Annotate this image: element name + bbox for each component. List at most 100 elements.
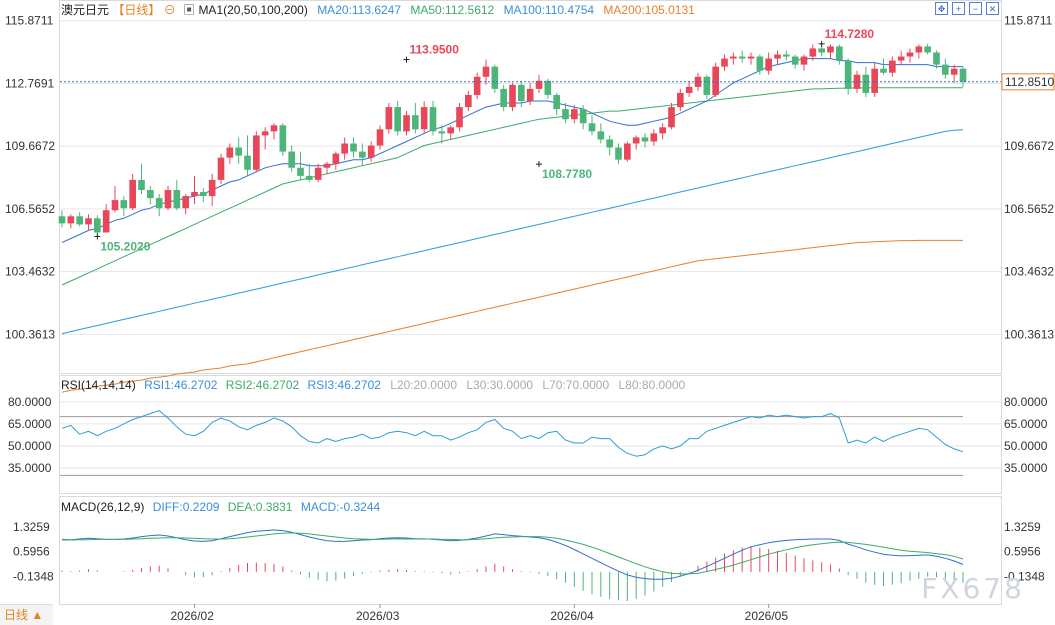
candle[interactable] <box>500 84 507 112</box>
candle[interactable] <box>571 105 578 124</box>
candle[interactable] <box>314 163 322 182</box>
candle[interactable] <box>367 141 375 162</box>
candle[interactable] <box>182 194 189 215</box>
candle[interactable] <box>306 163 313 182</box>
candle[interactable] <box>111 185 119 213</box>
candle[interactable] <box>138 163 145 195</box>
candle[interactable] <box>323 161 331 174</box>
candle[interactable] <box>297 151 304 180</box>
candle[interactable] <box>668 103 675 130</box>
settings-icon[interactable]: ⊖ <box>164 3 176 17</box>
candle[interactable] <box>85 214 92 231</box>
candle[interactable] <box>871 62 878 97</box>
candle[interactable] <box>261 127 269 150</box>
period-tab[interactable]: 日线 ▲ <box>0 604 54 625</box>
candle[interactable] <box>783 50 790 61</box>
candle[interactable] <box>102 204 110 233</box>
candle[interactable] <box>403 111 410 136</box>
candle[interactable] <box>67 214 75 229</box>
candle[interactable] <box>950 64 958 83</box>
candle[interactable] <box>933 50 940 69</box>
ma-indicator-icon[interactable]: ▣ <box>183 3 195 17</box>
candle[interactable] <box>756 54 764 75</box>
candle[interactable] <box>412 103 419 134</box>
candle[interactable] <box>447 125 454 140</box>
candle[interactable] <box>235 137 242 164</box>
candle[interactable] <box>535 74 543 93</box>
candle[interactable] <box>129 173 136 211</box>
candle[interactable] <box>94 215 101 237</box>
candle[interactable] <box>942 58 949 79</box>
candle[interactable] <box>809 44 817 61</box>
candle[interactable] <box>509 82 516 112</box>
candle[interactable] <box>880 58 887 75</box>
candle[interactable] <box>332 151 340 170</box>
candle[interactable] <box>208 173 216 207</box>
candle[interactable] <box>429 101 437 136</box>
candle[interactable] <box>465 90 472 112</box>
candle[interactable] <box>544 78 552 99</box>
candle[interactable] <box>420 101 428 134</box>
candle[interactable] <box>217 153 225 184</box>
candle[interactable] <box>889 56 896 77</box>
macd-panel[interactable]: -0.1348 -0.1348 0.5956 0.5956 1.3259 1.3259 <box>13 520 1045 601</box>
candle[interactable] <box>518 80 525 108</box>
period-label[interactable]: 【日线】 <box>112 3 160 17</box>
candle[interactable] <box>482 59 490 85</box>
zoom-in-icon[interactable]: + <box>952 2 965 15</box>
candle[interactable] <box>765 52 772 75</box>
candle[interactable] <box>924 43 931 55</box>
candle[interactable] <box>473 72 481 99</box>
candle[interactable] <box>456 103 463 132</box>
candle[interactable] <box>703 74 711 99</box>
candle[interactable] <box>897 50 905 65</box>
candle[interactable] <box>279 123 287 156</box>
candle[interactable] <box>844 58 852 95</box>
candle[interactable] <box>350 137 357 158</box>
candle[interactable] <box>915 44 923 59</box>
candle[interactable] <box>253 131 260 172</box>
zoom-out-icon[interactable]: − <box>969 2 982 15</box>
candle[interactable] <box>385 103 393 134</box>
candle[interactable] <box>394 101 401 136</box>
candle[interactable] <box>685 80 693 97</box>
candle[interactable] <box>747 52 755 65</box>
candle[interactable] <box>200 187 207 203</box>
candle[interactable] <box>562 103 569 124</box>
candle[interactable] <box>491 64 499 93</box>
candle[interactable] <box>244 135 251 176</box>
candle[interactable] <box>288 145 295 172</box>
rsi-panel[interactable]: 35.0000 35.0000 50.0000 50.0000 65.0000 65.00… <box>8 395 1048 476</box>
candle[interactable] <box>173 179 181 211</box>
candle[interactable] <box>730 52 737 65</box>
candle[interactable] <box>376 125 384 150</box>
candle[interactable] <box>191 175 198 205</box>
close-icon[interactable]: ✕ <box>986 2 999 15</box>
candle[interactable] <box>677 88 684 112</box>
candlesticks[interactable] <box>58 43 967 237</box>
candle[interactable] <box>164 185 172 211</box>
candle[interactable] <box>526 82 534 106</box>
candle[interactable] <box>632 135 640 150</box>
candle[interactable] <box>438 125 446 144</box>
candle[interactable] <box>226 143 234 164</box>
candle[interactable] <box>588 115 596 136</box>
candle[interactable] <box>606 135 613 156</box>
candle[interactable] <box>774 50 781 65</box>
candle[interactable] <box>827 44 834 59</box>
candle[interactable] <box>553 92 560 116</box>
candle[interactable] <box>58 210 66 228</box>
candle[interactable] <box>76 212 83 227</box>
candle[interactable] <box>270 123 278 140</box>
candle[interactable] <box>650 129 658 146</box>
candle[interactable] <box>624 141 631 162</box>
move-icon[interactable]: ✥ <box>935 2 948 15</box>
candle[interactable] <box>738 50 746 63</box>
candle[interactable] <box>659 123 666 140</box>
candle[interactable] <box>641 133 649 148</box>
candle[interactable] <box>597 123 605 144</box>
candle[interactable] <box>791 54 799 69</box>
candle[interactable] <box>615 143 622 165</box>
candle[interactable] <box>836 44 843 65</box>
